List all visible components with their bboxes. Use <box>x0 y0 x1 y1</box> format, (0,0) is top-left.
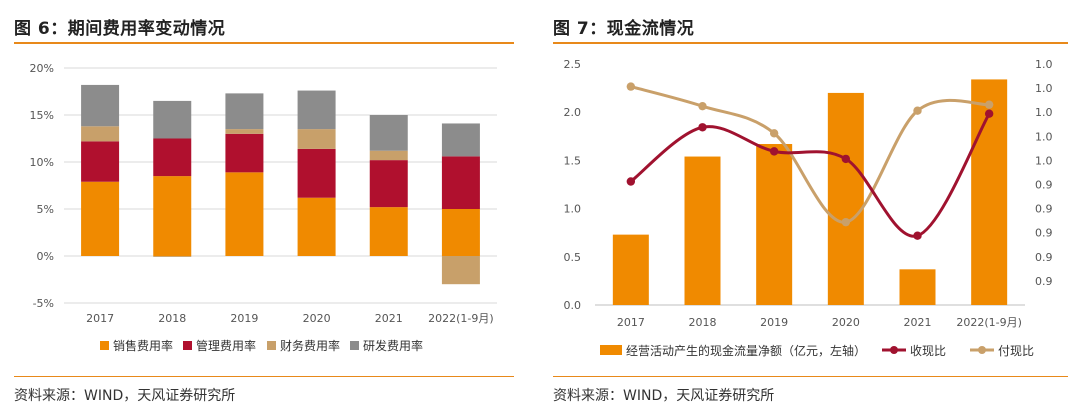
y-tick-label: 5% <box>37 203 54 216</box>
legend-marker <box>978 346 986 354</box>
bar-segment <box>153 138 192 177</box>
bar-segment <box>369 150 408 161</box>
x-tick-label: 2022(1-9月) <box>956 316 1022 329</box>
bar-segment <box>297 197 336 256</box>
legend-label: 销售费用率 <box>113 338 173 353</box>
x-tick-label: 2017 <box>617 316 645 329</box>
x-tick-label: 2019 <box>760 316 788 329</box>
line-point <box>769 147 779 156</box>
bar-segment <box>441 256 480 285</box>
cash-flow-bar <box>827 92 864 305</box>
legend-marker <box>890 346 898 354</box>
cash-flow-chart: 2.5 2.0 1.5 1.0 0.5 0.0 1.0 1.0 1.0 1.0 1.0 0.9 0.9 0… <box>564 58 1053 358</box>
legend-swatch-bar <box>600 345 622 355</box>
bar-segment <box>81 84 120 127</box>
x-tick-label: 2019 <box>230 312 258 325</box>
bar-segment <box>225 133 264 173</box>
x-tick-label: 2020 <box>832 316 860 329</box>
legend-label: 管理费用率 <box>196 338 256 353</box>
bar-segment <box>441 156 480 209</box>
line-point <box>841 154 851 164</box>
legend-swatch <box>100 341 109 350</box>
line-point <box>913 106 922 115</box>
bar-segment <box>81 126 120 142</box>
line-point <box>984 100 994 109</box>
y-right-tick-label: 0.9 <box>1035 275 1053 288</box>
y-right-tick-label: 1.0 <box>1035 82 1053 95</box>
bar-segment <box>369 207 408 256</box>
bar-segment <box>369 115 408 151</box>
right-source-rule <box>553 376 1068 377</box>
y-left-tick-label: 1.5 <box>564 154 582 167</box>
x-tick-label: 2018 <box>689 316 717 329</box>
left-title-rule <box>14 42 514 44</box>
y-right-tick-label: 1.0 <box>1035 106 1053 119</box>
cash-flow-bar <box>756 144 793 305</box>
cash-flow-bar <box>612 234 649 305</box>
x-tick-label: 2021 <box>904 316 932 329</box>
right-source-note: 资料来源：WIND，天风证券研究所 <box>553 388 775 404</box>
bar-segment <box>81 181 120 256</box>
line-point <box>698 123 707 132</box>
line-point <box>626 177 636 186</box>
bar-segment <box>297 148 336 198</box>
bar-segment <box>369 160 408 208</box>
bar-segment <box>297 129 336 149</box>
line-point <box>913 231 922 240</box>
left-panel-title: 图 6：期间费用率变动情况 <box>14 19 226 39</box>
y-left-tick-label: 0.0 <box>564 299 582 312</box>
x-tick-label: 2020 <box>303 312 331 325</box>
x-tick-label: 2017 <box>86 312 114 325</box>
bar-segment <box>297 90 336 130</box>
y-tick-label: 10% <box>30 156 54 169</box>
y-right-tick-label: 0.9 <box>1035 203 1053 216</box>
line-point <box>841 217 851 227</box>
legend-swatch <box>350 341 359 350</box>
line-point <box>626 82 636 91</box>
line-point <box>984 109 994 118</box>
line-point <box>698 101 707 111</box>
y-right-tick-label: 1.0 <box>1035 154 1053 167</box>
y-left-tick-label: 1.0 <box>564 203 582 216</box>
y-tick-label: 20% <box>30 62 54 75</box>
line-point <box>769 129 779 138</box>
bar-segment <box>441 209 480 256</box>
bar-segment <box>153 176 192 256</box>
legend-label: 收现比 <box>910 344 946 358</box>
bar-segment <box>441 123 480 157</box>
x-tick-label: 2022(1-9月) <box>428 312 494 325</box>
legend-label: 研发费用率 <box>363 338 423 353</box>
y-right-tick-label: 1.0 <box>1035 58 1053 71</box>
legend-label: 经营活动产生的现金流量净额（亿元，左轴） <box>626 343 866 358</box>
y-left-tick-label: 2.0 <box>564 106 582 119</box>
y-tick-label: 0% <box>37 250 54 263</box>
legend-label: 财务费用率 <box>280 338 340 353</box>
x-tick-label: 2021 <box>375 312 403 325</box>
bar-segment <box>153 256 192 257</box>
bar-segment <box>225 93 264 130</box>
legend-swatch <box>267 341 276 350</box>
left-source-rule <box>14 376 514 377</box>
y-left-tick-label: 0.5 <box>564 251 582 264</box>
right-panel-title: 图 7：现金流情况 <box>553 19 695 39</box>
cash-flow-bar <box>899 269 936 305</box>
bar-segment <box>81 141 120 182</box>
cash-flow-bar <box>684 156 721 305</box>
y-left-tick-label: 2.5 <box>564 58 582 71</box>
y-right-tick-label: 0.9 <box>1035 251 1053 264</box>
y-right-tick-label: 0.9 <box>1035 227 1053 240</box>
y-tick-label: 15% <box>30 109 54 122</box>
legend-swatch <box>183 341 192 350</box>
left-source-note: 资料来源：WIND，天风证券研究所 <box>14 388 236 404</box>
expense-ratio-chart: 20% 15% 10% 5% 0% -5% 2017 2018 2019 2020 2021 2022… <box>30 62 497 353</box>
x-tick-label: 2018 <box>158 312 186 325</box>
right-title-rule <box>553 42 1068 44</box>
bar-segment <box>225 129 264 134</box>
legend-label: 付现比 <box>998 344 1034 358</box>
y-tick-label: -5% <box>33 297 54 310</box>
bar-segment <box>225 172 264 256</box>
y-right-tick-label: 0.9 <box>1035 179 1053 192</box>
bar-segment <box>153 100 192 139</box>
y-right-tick-label: 1.0 <box>1035 130 1053 143</box>
